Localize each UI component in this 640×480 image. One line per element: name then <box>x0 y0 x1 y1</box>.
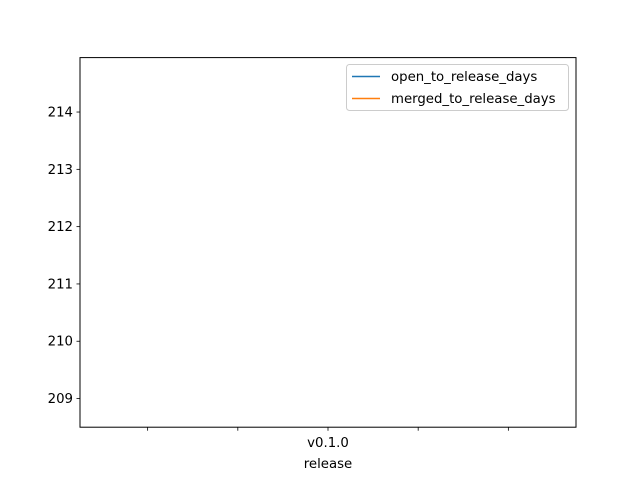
y-axis-ticks: 209 210 211 212 213 214 <box>48 106 80 407</box>
y-tick-label: 214 <box>48 106 73 121</box>
y-tick-label: 209 <box>48 392 73 407</box>
y-tick-label: 212 <box>48 220 73 235</box>
y-tick-label: 210 <box>48 335 73 350</box>
x-tick-label: v0.1.0 <box>307 436 349 451</box>
legend-box <box>346 64 569 111</box>
y-tick-label: 213 <box>48 163 73 178</box>
legend-label: open_to_release_days <box>391 70 537 85</box>
y-tick-label: 211 <box>48 277 73 292</box>
legend: open_to_release_days merged_to_release_da… <box>346 64 569 111</box>
x-axis-label: release <box>304 457 353 472</box>
legend-label: merged_to_release_days <box>391 92 556 107</box>
x-axis-ticks: v0.1.0 <box>147 427 509 451</box>
plot-area <box>79 57 577 428</box>
